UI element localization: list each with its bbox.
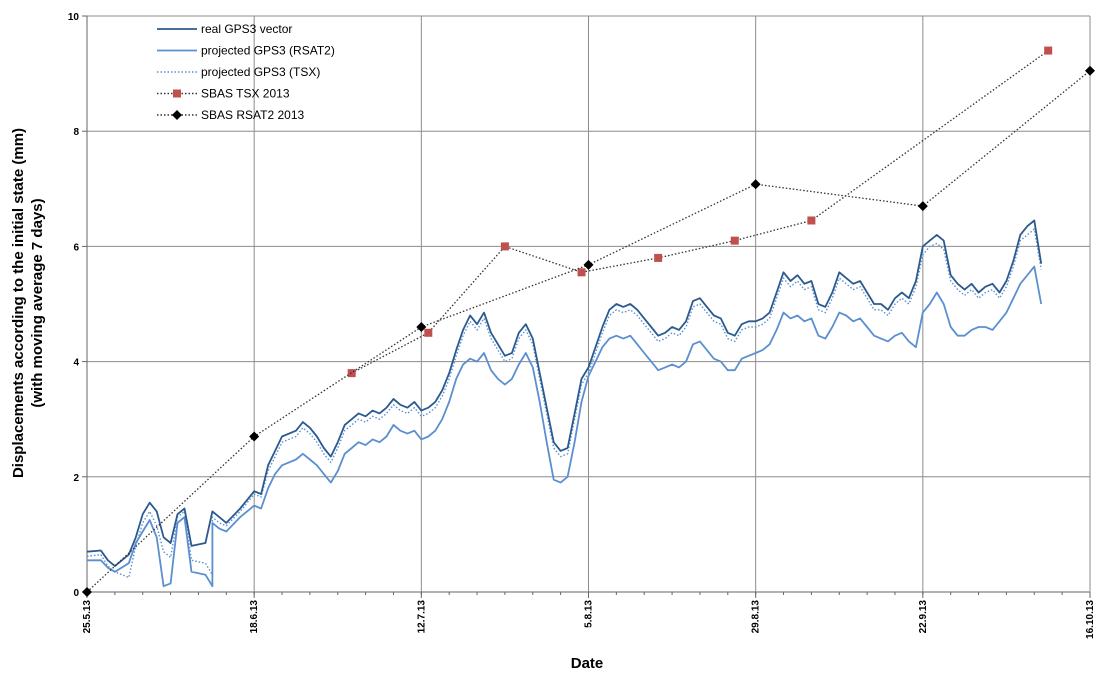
legend-label: real GPS3 vector: [201, 22, 292, 36]
y-tick-label: 6: [73, 242, 79, 253]
series-real-gps3-vector: [86, 219, 1043, 567]
x-tick-label: 29.8.13: [751, 600, 762, 634]
legend-marker: [172, 110, 182, 120]
data-point: [500, 242, 509, 251]
legend-entry: real GPS3 vector: [157, 22, 292, 36]
data-point: [730, 236, 739, 245]
data-point: [1044, 46, 1053, 55]
series-sbas-tsx-2013: [347, 46, 1053, 378]
data-point: [577, 268, 586, 277]
y-tick-label: 10: [68, 12, 80, 23]
legend-label: SBAS RSAT2 2013: [201, 108, 304, 122]
data-point: [654, 253, 663, 262]
legend-entry: SBAS RSAT2 2013: [157, 108, 304, 122]
legend-entry: projected GPS3 (TSX): [157, 65, 320, 79]
y-tick-label: 8: [73, 127, 79, 138]
legend-label: SBAS TSX 2013: [201, 87, 290, 101]
legend-entry: SBAS TSX 2013: [157, 87, 290, 101]
data-point: [82, 587, 92, 597]
data-point: [347, 369, 356, 378]
y-tick-label: 4: [73, 358, 79, 369]
legend-label: projected GPS3 (RSAT2): [201, 44, 335, 58]
data-point: [917, 201, 928, 212]
y-tick-label: 2: [73, 473, 79, 484]
data-point: [1085, 65, 1095, 76]
data-point: [416, 322, 427, 333]
legend-label: projected GPS3 (TSX): [201, 65, 320, 79]
x-tick-label: 5.8.13: [584, 600, 595, 628]
series-layer: [82, 46, 1095, 597]
legend-marker: [173, 89, 181, 98]
data-point: [750, 179, 761, 190]
y-axis-title-line1: Displacements according to the initial s…: [10, 128, 27, 478]
data-point: [583, 259, 594, 270]
y-tick-label: 0: [73, 588, 79, 599]
series-line: [351, 50, 1049, 374]
x-axis-title: Date: [571, 655, 604, 672]
x-tick-label: 16.10.13: [1085, 600, 1096, 639]
series-projected-gps3-rsat2: [87, 265, 1043, 588]
series-line: [86, 219, 1043, 567]
x-tick-label: 18.6.13: [249, 600, 260, 634]
series-projected-gps3-tsx: [86, 228, 1042, 579]
series-line: [87, 265, 1043, 588]
legend-entry: projected GPS3 (RSAT2): [157, 44, 335, 58]
gridlines: [86, 15, 1091, 593]
data-point: [424, 328, 433, 337]
x-tick-label: 22.9.13: [918, 600, 929, 634]
axes: 0 2 4 6 8 10 25.5.13 18.6.13 12.7.13 5.8.13 29.8.1…: [68, 12, 1096, 639]
series-line: [86, 228, 1042, 579]
x-tick-label: 25.5.13: [82, 600, 93, 634]
data-point: [249, 431, 260, 442]
y-axis-title-line2: (with moving average 7 days): [29, 198, 46, 407]
legend: real GPS3 vector projected GPS3 (RSAT2) pr…: [157, 22, 335, 122]
series-sbas-rsat2-2013: [82, 65, 1095, 597]
data-point: [807, 216, 816, 225]
x-tick-label: 12.7.13: [416, 600, 427, 634]
